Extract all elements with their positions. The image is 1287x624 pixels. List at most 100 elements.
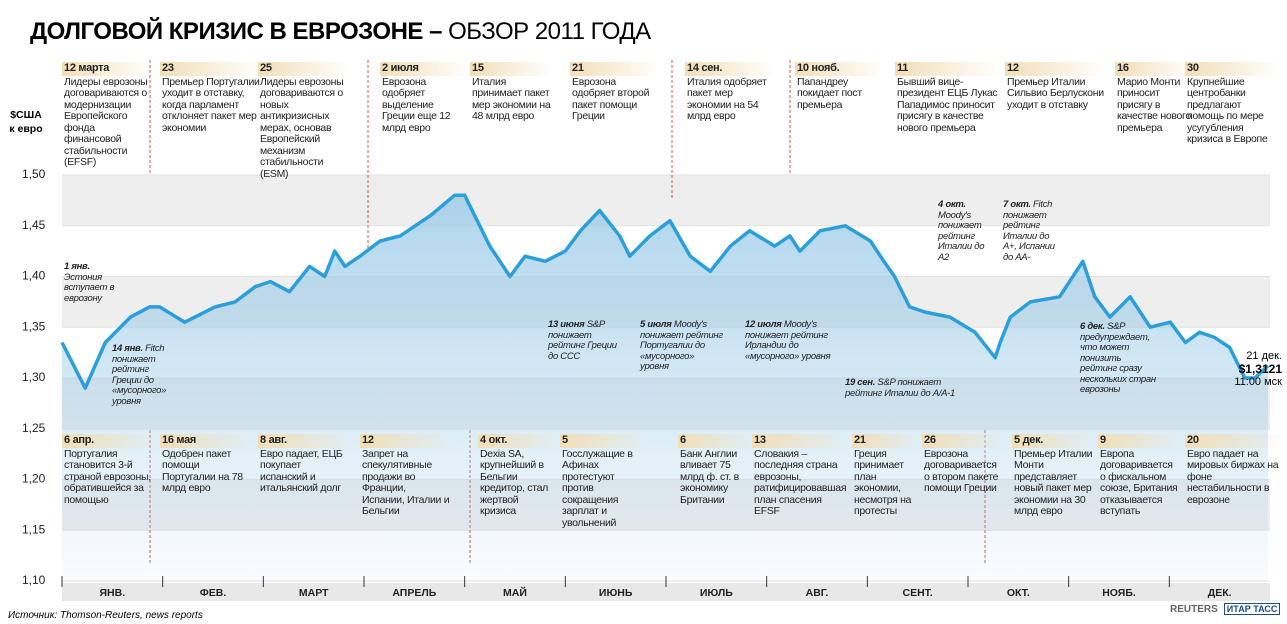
callout-text: Moody's понижает рейтинг Португалии до «…: [640, 319, 723, 372]
y-tick-label: 1,40: [22, 269, 46, 283]
event-date: 5: [560, 434, 645, 448]
logos: REUTERS ИТАР ТАСС: [1170, 603, 1281, 615]
y-tick-label: 1,20: [22, 472, 46, 486]
x-tick-label: АПРЕЛЬ: [392, 587, 436, 599]
callout: 5 июля Moody's понижает рейтинг Португал…: [640, 319, 725, 373]
area: [62, 195, 1268, 582]
event-date: 26: [922, 434, 1004, 448]
event-text: Банк Англии вливает 75 млрд ф. ст. в эко…: [680, 447, 739, 506]
callout: 14 янв. Fitch понижает рейтинг Греции до…: [112, 343, 174, 407]
event-date: 20: [1185, 434, 1283, 448]
event-date: 5 дек.: [1012, 434, 1094, 448]
event-text: Греция принимает план экономии, несмотря…: [854, 447, 912, 517]
line: [60, 193, 1270, 390]
end-value: $1,3121: [1238, 362, 1282, 376]
callout: 12 июля Moody's понижает рейтинг Ирланди…: [745, 319, 835, 362]
callout: 7 окт. Fitch понижает рейтинг Италии до …: [1003, 199, 1065, 263]
event-text: Премьер Португалии уходит в отставку, ко…: [162, 75, 260, 134]
bottom-event: 6 Банк Англии вливает 75 млрд ф. ст. в эк…: [678, 434, 753, 506]
end-label: 21 дек. $1,3121 11:00 мск: [1212, 350, 1282, 389]
callout: 4 окт. Moody's понижает рейтинг Италии д…: [938, 199, 993, 263]
event-text: Бывший вице-президент ЕЦБ Лукас Пападимо…: [897, 75, 998, 134]
event-date: 6 апр.: [62, 434, 156, 448]
event-date: 21: [852, 434, 920, 448]
event-date: 25: [258, 62, 350, 76]
event-date: 2 июля: [380, 62, 468, 76]
top-event: 30 Крупнейшие центробанки предлагают помо…: [1185, 62, 1280, 146]
callout: 13 июня S&P понижает рейтинг Греции до С…: [548, 319, 623, 362]
x-tick-label: НОЯБ.: [1102, 587, 1136, 599]
event-date: 9: [1098, 434, 1180, 448]
event-text: Одобрен пакет помощи Португалии на 78 мл…: [162, 447, 243, 494]
band: [62, 175, 1270, 226]
logo-tass: ИТАР ТАСС: [1223, 603, 1281, 615]
event-date: 12: [1005, 62, 1105, 76]
month-bar: [62, 583, 1270, 601]
title: ДОЛГОВОЙ КРИЗИС В ЕВРОЗОНЕ – ОБЗОР 2011 …: [30, 18, 651, 46]
event-text: Запрет на спекулятивные продажи во Франц…: [362, 447, 450, 517]
event-date: 8 авг.: [258, 434, 350, 448]
event-date: 16: [1115, 62, 1193, 76]
y-tick-label: 1,30: [22, 370, 46, 384]
bottom-event: 13 Словакия – последняя страна еврозоны, …: [752, 434, 847, 518]
top-event: 12 марта Лидеры еврозоны договариваются о…: [62, 62, 152, 169]
bottom-event: 9 Европа договаривается о фискальном союз…: [1098, 434, 1180, 518]
x-tick-label: ДЕК.: [1208, 587, 1232, 599]
top-event: 15 Италия принимает пакет мер экономии на…: [470, 62, 552, 123]
subtitle: ОБЗОР 2011 ГОДА: [448, 18, 651, 45]
callout-date: 13 июня: [548, 319, 585, 330]
top-event: 2 июля Еврозона одобряет выделение Греции…: [380, 62, 468, 134]
bottom-event: 20 Евро падает на мировых биржах на фоне …: [1185, 434, 1283, 506]
callout: 1 янв. Эстония вступает в еврозону: [64, 261, 126, 304]
y-tick-label: 1,35: [22, 319, 46, 333]
event-date: 6: [678, 434, 753, 448]
event-text: Италия одобряет пакет мер экономии на 54…: [687, 75, 767, 122]
event-text: Европа договаривается о фискальном союзе…: [1100, 447, 1178, 517]
bottom-event: 4 окт. Dexia SA, крупнейший в Бельгии кре…: [478, 434, 556, 518]
event-date: 12: [360, 434, 450, 448]
event-date: 4 окт.: [478, 434, 556, 448]
event-date: 21: [570, 62, 660, 76]
event-text: Словакия – последняя страна еврозоны, ра…: [754, 447, 847, 517]
top-event: 21 Еврозона одобряет второй пакет помощи …: [570, 62, 660, 123]
event-text: Евро падает, ЕЦБ покупает испанский и ит…: [260, 447, 343, 494]
y-tick-label: 1,15: [22, 522, 46, 536]
top-event: 10 нояб. Папандреу покидает пост премьера: [795, 62, 883, 111]
y-tick-label: 1,25: [22, 421, 46, 435]
event-text: Италия принимает пакет мер экономии на 4…: [472, 75, 551, 122]
bottom-event: 5 Госслужащие в Афинах протестуют против …: [560, 434, 645, 529]
callout-date: 12 июля: [745, 319, 782, 330]
y-tick-label: 1,50: [22, 167, 46, 181]
x-tick-label: ЯНВ.: [100, 587, 126, 599]
x-tick-label: АВГ.: [806, 587, 829, 599]
end-time: 11:00 мск: [1234, 376, 1282, 388]
event-text: Премьер Италии Монти представляет новый …: [1014, 447, 1093, 517]
bottom-event: 26 Еврозона договаривается о втором пакет…: [922, 434, 1004, 495]
event-text: Крупнейшие центробанки предлагают помощь…: [1187, 75, 1268, 145]
event-date: 30: [1185, 62, 1280, 76]
bottom-event: 12 Запрет на спекулятивные продажи во Фра…: [360, 434, 450, 518]
callout-date: 4 окт.: [938, 199, 966, 210]
x-tick-label: МАЙ: [503, 586, 527, 599]
event-text: Dexia SA, крупнейший в Бельгии кредитор,…: [480, 447, 548, 517]
source: Источник: Thomson-Reuters, news reports: [8, 610, 203, 621]
end-date: 21 дек.: [1246, 350, 1282, 362]
event-text: Марио Монти приносит присягу в качестве …: [1117, 75, 1191, 134]
callout: 19 сен. S&P понижает рейтинг Италии до А…: [845, 377, 980, 399]
top-event: 16 Марио Монти приносит присягу в качеств…: [1115, 62, 1193, 134]
callout: 6 дек. S&P предупреждает, что может пони…: [1080, 321, 1160, 396]
top-event: 11 Бывший вице-президент ЕЦБ Лукас Папади…: [895, 62, 1000, 134]
logo-reuters: REUTERS: [1170, 604, 1218, 615]
event-text: Еврозона одобряет второй пакет помощи Гр…: [572, 75, 650, 122]
callout-date: 6 дек.: [1080, 321, 1105, 332]
callout-date: 5 июля: [640, 319, 672, 330]
event-date: 16 мая: [160, 434, 250, 448]
event-date: 14 сен.: [685, 62, 775, 76]
callout-text: S&P понижает рейтинг Италии до А/А-1: [845, 377, 955, 399]
event-date: 12 марта: [62, 62, 152, 76]
x-tick-label: ИЮЛЬ: [700, 587, 733, 599]
top-event: 23 Премьер Португалии уходит в отставку, …: [160, 62, 260, 134]
callout-text: Fitch понижает рейтинг Италии до А+, Исп…: [1003, 199, 1055, 263]
callout-text: Эстония вступает в еврозону: [64, 271, 115, 304]
